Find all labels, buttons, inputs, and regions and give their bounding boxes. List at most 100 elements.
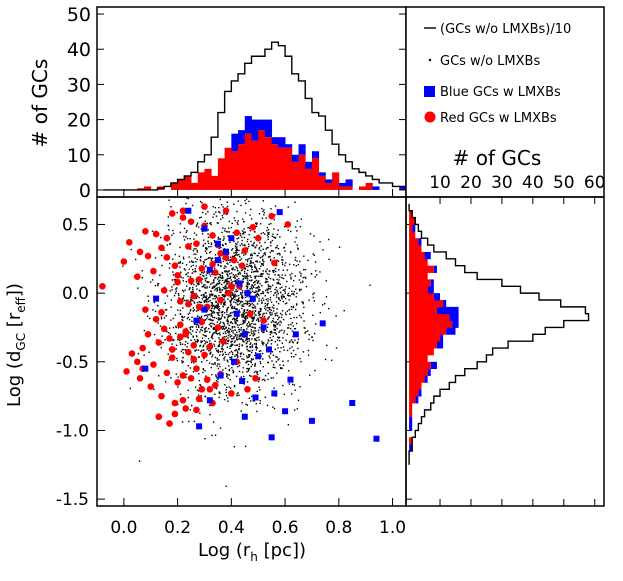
gc-dot	[234, 326, 236, 328]
gc-dot	[179, 343, 182, 346]
gc-dot	[308, 299, 310, 301]
right-red-bar	[409, 389, 419, 397]
gc-dot	[222, 206, 224, 208]
gc-dot	[214, 289, 216, 291]
gc-dot	[244, 320, 247, 322]
gc-dot	[218, 282, 220, 285]
gc-dot	[289, 347, 291, 350]
gc-dot	[248, 397, 251, 399]
gc-dot	[225, 287, 227, 290]
gc-dot	[276, 372, 278, 374]
right-blue-bar	[430, 361, 437, 370]
gc-dot	[209, 413, 211, 416]
gc-dot	[164, 339, 166, 341]
gc-dot	[182, 290, 185, 293]
gc-dot	[244, 276, 246, 279]
gc-dot	[250, 240, 252, 243]
gc-dot	[253, 236, 255, 239]
gc-dot	[279, 364, 281, 366]
gc-dot	[279, 367, 282, 369]
gc-dot	[276, 314, 279, 317]
red-gc-point	[185, 348, 192, 356]
gc-dot	[234, 254, 237, 256]
red-gc-point	[171, 262, 179, 269]
gc-dot	[165, 315, 167, 317]
gc-dot	[292, 349, 295, 352]
gc-dot	[267, 228, 270, 231]
gc-dot	[250, 286, 252, 288]
gc-dot	[255, 349, 258, 351]
gc-dot	[228, 324, 230, 327]
gc-dot	[222, 353, 224, 355]
right-red-bar	[409, 354, 428, 363]
gc-dot	[240, 292, 242, 294]
gc-dot	[259, 282, 261, 285]
gc-dot	[219, 211, 221, 214]
gc-dot	[270, 241, 272, 243]
gc-dot	[189, 299, 192, 301]
right-blue-bar	[443, 300, 447, 308]
gc-dot	[201, 286, 204, 288]
gc-dot	[232, 267, 234, 269]
gc-dot	[215, 387, 218, 390]
gc-dot	[296, 303, 298, 305]
gc-dot	[243, 267, 246, 270]
gc-dot	[252, 318, 254, 320]
gc-dot	[252, 326, 254, 329]
gc-dot	[157, 322, 159, 324]
gc-dot	[242, 305, 245, 307]
gc-dot	[239, 352, 242, 355]
gc-dot	[214, 297, 216, 300]
gc-dot	[236, 394, 238, 397]
gc-dot	[283, 349, 285, 351]
gc-dot	[223, 282, 225, 284]
gc-dot	[234, 335, 237, 337]
gc-dot	[214, 361, 216, 364]
red-gc-point	[168, 346, 176, 353]
red-gc-point	[144, 252, 152, 260]
gc-dot	[286, 327, 289, 329]
gc-dot	[241, 314, 244, 316]
gc-dot	[182, 316, 184, 319]
right-blue-bar	[418, 389, 422, 397]
gc-dot	[166, 295, 169, 297]
gc-dot	[227, 340, 229, 342]
gc-dot	[302, 269, 305, 271]
gc-dot	[248, 305, 250, 307]
gc-dot	[221, 313, 224, 316]
red-gc-point	[246, 310, 254, 318]
gc-dot	[209, 295, 211, 297]
gc-dot	[258, 267, 261, 270]
gc-dot	[236, 243, 238, 246]
red-gc-point	[134, 358, 141, 366]
right-histogram-outline	[408, 203, 590, 465]
gc-dot	[158, 375, 160, 377]
gc-dot	[196, 295, 199, 298]
gc-dot	[276, 282, 278, 284]
gc-dot	[275, 321, 278, 323]
top-red-bar	[191, 182, 199, 190]
gc-dot	[220, 277, 223, 279]
gc-dot	[264, 307, 266, 309]
red-gc-point	[201, 203, 208, 210]
gc-dot	[281, 314, 283, 316]
gc-dot	[222, 244, 224, 247]
gc-dot	[235, 338, 238, 340]
gc-dot	[190, 291, 192, 294]
gc-dot	[228, 365, 230, 367]
gc-dot	[258, 377, 261, 379]
gc-dot	[236, 210, 238, 213]
gc-dot	[172, 317, 175, 320]
gc-dot	[200, 255, 202, 258]
gc-dot	[164, 381, 167, 383]
top-red-bar	[244, 133, 252, 190]
gc-dot	[251, 284, 253, 286]
gc-dot	[272, 278, 274, 281]
gc-dot	[315, 274, 318, 276]
gc-dot	[206, 247, 208, 250]
gc-dot	[255, 223, 258, 225]
gc-dot	[224, 302, 226, 304]
gc-dot	[245, 355, 248, 357]
gc-dot	[260, 275, 262, 277]
gc-dot	[237, 298, 240, 300]
